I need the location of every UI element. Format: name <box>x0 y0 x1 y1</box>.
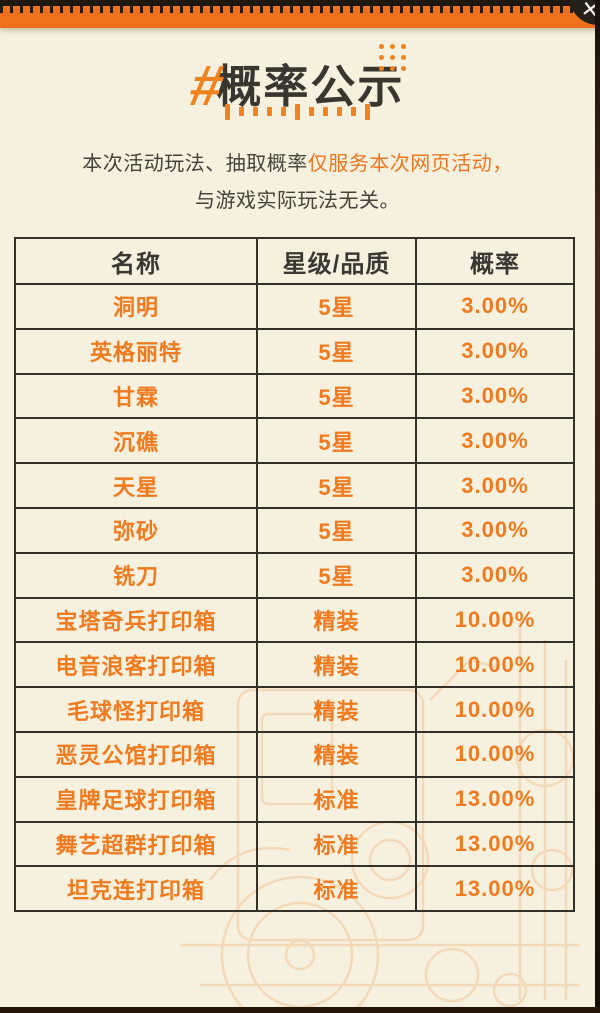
table-row: 英格丽特 5星 3.00% <box>14 327 575 375</box>
quality-cell: 标准 <box>256 820 417 868</box>
quality-cell: 精装 <box>256 686 417 733</box>
item-name-cell: 皇牌足球打印箱 <box>14 775 258 823</box>
notice-text: 本次活动玩法、抽取概率仅服务本次网页活动， 与游戏实际玩法无关。 <box>0 146 595 220</box>
probability-table: 名称 星级/品质 概率 洞明 5星 3.00% 英格丽特 5星 3.00% 甘霖 5星 3.00… <box>14 237 575 913</box>
probability-cell: 3.00% <box>415 551 575 599</box>
title-block: #概率公示 <box>0 50 595 119</box>
probability-table-body: 洞明 5星 3.00% 英格丽特 5星 3.00% 甘霖 5星 3.00% 沉礁 5星 3.00% 天星… <box>14 283 575 913</box>
quality-cell: 5星 <box>256 417 417 465</box>
quality-cell: 标准 <box>256 775 417 823</box>
table-row: 毛球怪打印箱 精装 10.00% <box>14 686 575 733</box>
probability-cell: 13.00% <box>415 775 575 823</box>
probability-cell: 3.00% <box>415 372 575 420</box>
item-name-cell: 天星 <box>14 462 258 509</box>
table-row: 舞艺超群打印箱 标准 13.00% <box>14 820 575 868</box>
item-name-cell: 弥砂 <box>14 506 258 554</box>
item-name-cell: 甘霖 <box>14 372 258 420</box>
quality-cell: 5星 <box>256 372 417 420</box>
table-row: 天星 5星 3.00% <box>14 462 575 509</box>
table-row: 皇牌足球打印箱 标准 13.00% <box>14 775 575 823</box>
header-name: 名称 <box>14 237 258 285</box>
probability-cell: 3.00% <box>415 462 575 509</box>
probability-cell: 3.00% <box>415 283 575 330</box>
quality-cell: 5星 <box>256 462 417 509</box>
quality-cell: 精装 <box>256 641 417 689</box>
probability-cell: 3.00% <box>415 506 575 554</box>
bottom-edge-strip <box>0 1007 600 1013</box>
table-row: 宝塔奇兵打印箱 精装 10.00% <box>14 596 575 644</box>
item-name-cell: 沉礁 <box>14 417 258 465</box>
dot-grid-decoration <box>379 44 413 71</box>
quality-cell: 5星 <box>256 506 417 554</box>
table-row: 电音浪客打印箱 精装 10.00% <box>14 641 575 689</box>
item-name-cell: 铣刀 <box>14 551 258 599</box>
item-name-cell: 恶灵公馆打印箱 <box>14 730 258 778</box>
probability-cell: 3.00% <box>415 327 575 375</box>
header-probability: 概率 <box>415 237 575 285</box>
notice-line1-prefix: 本次活动玩法、抽取概率 <box>82 153 308 175</box>
item-name-cell: 宝塔奇兵打印箱 <box>14 596 258 644</box>
table-header-row: 名称 星级/品质 概率 <box>14 237 575 285</box>
notice-line1-highlight: 仅服务本次网页活动， <box>307 153 513 175</box>
quality-cell: 标准 <box>256 865 417 913</box>
quality-cell: 精装 <box>256 596 417 644</box>
quality-cell: 5星 <box>256 551 417 599</box>
table-row: 弥砂 5星 3.00% <box>14 506 575 554</box>
item-name-cell: 舞艺超群打印箱 <box>14 820 258 868</box>
table-row: 坦克连打印箱 标准 13.00% <box>14 865 575 913</box>
probability-cell: 13.00% <box>415 820 575 868</box>
probability-cell: 13.00% <box>415 865 575 913</box>
top-edge-strip <box>0 0 600 6</box>
probability-cell: 10.00% <box>415 596 575 644</box>
quality-cell: 5星 <box>256 327 417 375</box>
item-name-cell: 电音浪客打印箱 <box>14 641 258 689</box>
table-row: 恶灵公馆打印箱 精装 10.00% <box>14 730 575 778</box>
item-name-cell: 洞明 <box>14 283 258 330</box>
item-name-cell: 坦克连打印箱 <box>14 865 258 913</box>
right-edge-strip <box>595 0 600 1013</box>
item-name-cell: 毛球怪打印箱 <box>14 686 258 733</box>
item-name-cell: 英格丽特 <box>14 327 258 375</box>
probability-cell: 3.00% <box>415 417 575 465</box>
probability-cell: 10.00% <box>415 686 575 733</box>
probability-cell: 10.00% <box>415 730 575 778</box>
notice-line2: 与游戏实际玩法无关。 <box>195 190 400 212</box>
table-row: 洞明 5星 3.00% <box>14 283 575 330</box>
page-title: 概率公示 <box>216 61 405 112</box>
table-row: 沉礁 5星 3.00% <box>14 417 575 465</box>
table-row: 甘霖 5星 3.00% <box>14 372 575 420</box>
dash-line-decoration <box>0 103 595 120</box>
header-quality: 星级/品质 <box>256 237 417 285</box>
quality-cell: 5星 <box>256 283 417 330</box>
table-row: 铣刀 5星 3.00% <box>14 551 575 599</box>
quality-cell: 精装 <box>256 730 417 778</box>
probability-cell: 10.00% <box>415 641 575 689</box>
